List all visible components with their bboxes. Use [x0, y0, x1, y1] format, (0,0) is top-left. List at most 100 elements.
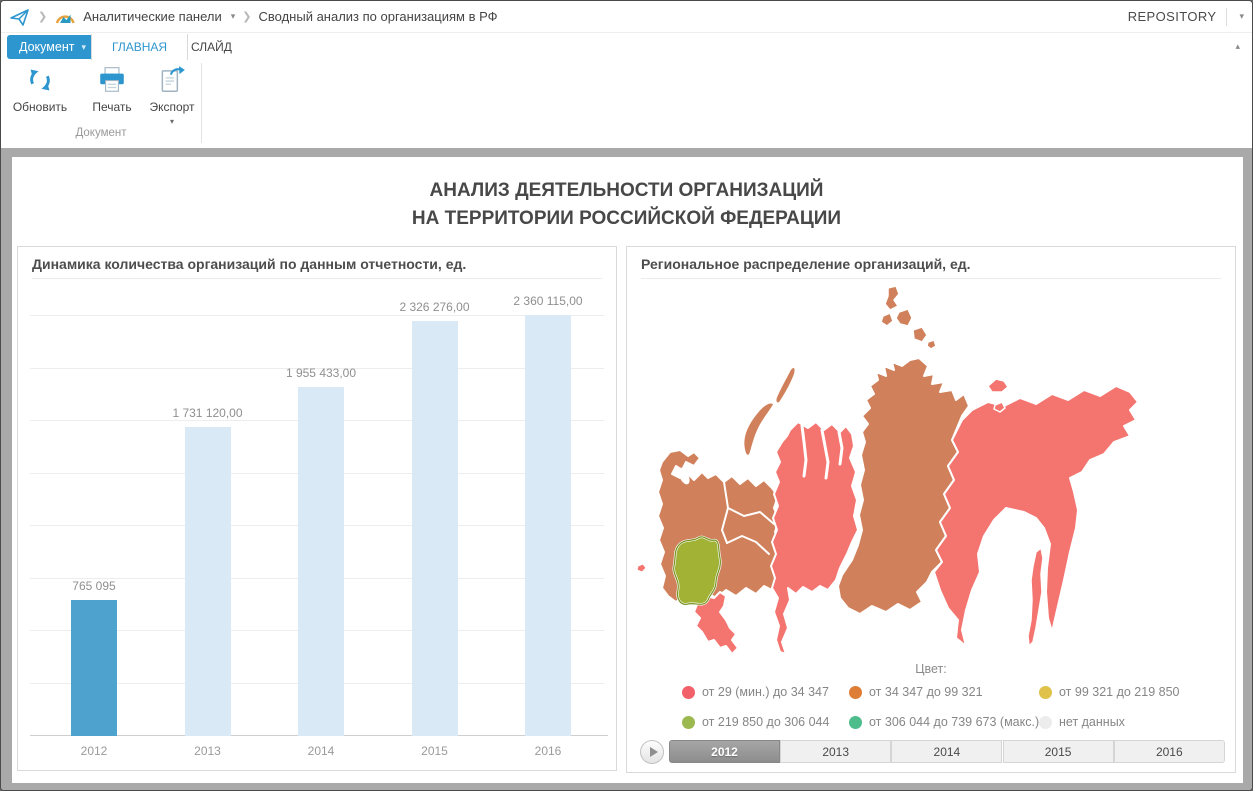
refresh-icon: [25, 65, 55, 95]
divider: [1226, 7, 1228, 26]
chevron-down-icon: ▾: [81, 41, 86, 52]
map-region-urals: [770, 421, 859, 655]
refresh-label: Обновить: [12, 100, 68, 114]
tab-main[interactable]: ГЛАВНАЯ: [91, 34, 189, 60]
chevron-down-icon: ▾: [169, 117, 174, 126]
dashboard-panels-icon[interactable]: [54, 8, 76, 26]
repository-dropdown-icon[interactable]: ▾: [1239, 11, 1244, 21]
map-region-selected-outline: [673, 536, 722, 605]
timeline-play-button[interactable]: [640, 740, 664, 764]
legend-item: от 99 321 до 219 850: [1039, 684, 1179, 700]
timeline-year-2015[interactable]: 2015: [1002, 740, 1114, 763]
map-island-new-siberian: [987, 378, 1009, 393]
breadcrumb: ❯ Аналитические панели ▾ ❯ Сводный анали…: [9, 1, 498, 32]
breadcrumb-separator-icon: ❯: [38, 11, 48, 23]
export-button[interactable]: Экспорт ▾: [141, 65, 203, 126]
divider: [641, 278, 1221, 279]
timeline-year-2013[interactable]: 2013: [780, 740, 892, 763]
map-panel: Региональное распределение организаций, …: [626, 246, 1236, 773]
legend-swatch: [849, 685, 862, 699]
map-region-kaliningrad: [636, 563, 647, 573]
map-title: Региональное распределение организаций, …: [641, 256, 971, 272]
x-axis-label: 2013: [194, 744, 221, 758]
timeline-year-2012[interactable]: 2012: [669, 740, 780, 763]
print-label: Печать: [92, 100, 132, 114]
export-icon: [157, 65, 187, 95]
legend-item: от 219 850 до 306 044: [682, 714, 829, 730]
repository-label[interactable]: REPOSITORY: [1127, 9, 1217, 24]
tab-slide-label: СЛАЙД: [191, 40, 232, 54]
gridline: [30, 367, 604, 369]
bar-2014[interactable]: [298, 387, 344, 736]
export-label: Экспорт: [149, 100, 195, 114]
play-icon: [650, 747, 658, 757]
tab-main-label: ГЛАВНАЯ: [112, 40, 168, 54]
bar-chart-panel: Динамика количества организаций по данны…: [17, 246, 617, 771]
legend-item: нет данных: [1039, 714, 1125, 730]
bar-value-label: 2 326 276,00: [399, 300, 470, 314]
map-region-south: [693, 591, 739, 655]
breadcrumb-item-panels[interactable]: Аналитические панели: [83, 9, 222, 24]
map-island-severnaya-zemlya: [895, 308, 913, 327]
document-menu-button[interactable]: Документ ▾: [7, 35, 98, 59]
map-island-novaya-zemlya: [742, 402, 775, 457]
timeline-year-2016[interactable]: 2016: [1113, 740, 1225, 763]
map-island-severnaya-zemlya: [884, 285, 900, 311]
ribbon-group-label: Документ: [75, 127, 127, 139]
page-title: АНАЛИЗ ДЕЯТЕЛЬНОСТИ ОРГАНИЗАЦИЙ НА ТЕРРИ…: [1, 177, 1252, 232]
refresh-button[interactable]: Обновить: [9, 65, 71, 114]
legend-label: от 99 321 до 219 850: [1059, 685, 1180, 699]
bar-2015[interactable]: [411, 321, 458, 736]
legend-label: нет данных: [1059, 715, 1125, 729]
ribbon-tab-row: Документ ▾ ГЛАВНАЯ СЛАЙД ▴: [1, 32, 1252, 60]
legend-swatch: [849, 715, 862, 729]
legend-item: от 34 347 до 99 321: [849, 684, 983, 700]
legend-label: от 219 850 до 306 044: [702, 715, 830, 729]
document-menu-label: Документ: [19, 40, 75, 54]
bar-value-label: 2 360 115,00: [513, 294, 583, 308]
map-island-novaya-zemlya: [775, 366, 796, 404]
print-button[interactable]: Печать: [81, 65, 143, 114]
collapse-ribbon-icon[interactable]: ▴: [1235, 41, 1240, 51]
map-legend-title: Цвет:: [915, 662, 947, 676]
map-region-sakhalin: [1027, 547, 1044, 647]
map-island-severnaya-zemlya: [880, 312, 894, 327]
paper-plane-icon[interactable]: [9, 6, 31, 28]
legend-label: от 34 347 до 99 321: [869, 685, 983, 699]
legend-item: от 306 044 до 739 673 (макс.): [849, 714, 1039, 730]
x-axis-label: 2012: [80, 744, 108, 758]
map-region-siberia: [837, 357, 970, 615]
bar-2012[interactable]: [71, 600, 117, 736]
russia-map[interactable]: [632, 280, 1232, 657]
ribbon-toolbar: Обновить Печать: [1, 59, 1252, 149]
x-axis-label: 2014: [307, 744, 335, 758]
bar-2016[interactable]: [525, 315, 571, 736]
bar-value-label: 765 095: [72, 579, 116, 593]
bar-2013[interactable]: [184, 427, 231, 736]
map-island-severnaya-zemlya: [912, 326, 928, 343]
gridline: [30, 315, 604, 316]
breadcrumb-separator-icon: ❯: [242, 11, 252, 23]
x-axis-label: 2016: [534, 744, 562, 758]
header-bar: ❯ Аналитические панели ▾ ❯ Сводный анали…: [1, 1, 1252, 32]
legend-swatch: [1039, 715, 1052, 729]
legend-swatch: [682, 685, 695, 699]
bar-chart-title: Динамика количества организаций по данны…: [32, 256, 467, 272]
map-region-far-east: [933, 385, 1139, 647]
legend-item: от 29 (мин.) до 34 347: [682, 684, 829, 700]
page-title-line1: АНАЛИЗ ДЕЯТЕЛЬНОСТИ ОРГАНИЗАЦИЙ: [429, 180, 824, 201]
legend-label: от 29 (мин.) до 34 347: [702, 685, 829, 699]
bar-chart-plot: 765 095 2012 1 731 120,00 2013 1 955 433,00 2…: [18, 247, 616, 770]
chevron-down-icon[interactable]: ▾: [230, 11, 236, 21]
tab-slide[interactable]: СЛАЙД: [171, 34, 252, 60]
legend-label: от 306 044 до 739 673 (макс.): [869, 715, 1040, 729]
divider: [32, 278, 602, 279]
breadcrumb-item-current[interactable]: Сводный анализ по организациям в РФ: [258, 9, 498, 24]
map-island-new-siberian: [993, 401, 1006, 413]
timeline-year-2014[interactable]: 2014: [891, 740, 1003, 763]
bar-value-label: 1 731 120,00: [172, 406, 243, 420]
x-axis-label: 2015: [421, 744, 448, 758]
bar-value-label: 1 955 433,00: [285, 366, 357, 380]
divider: [201, 63, 202, 143]
